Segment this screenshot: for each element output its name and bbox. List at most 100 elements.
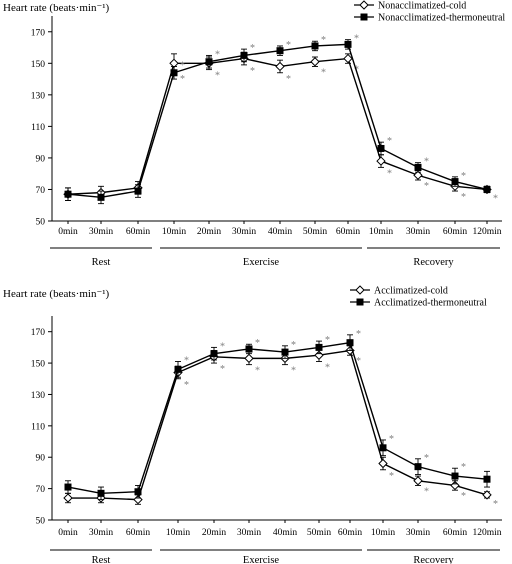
significance-marker: * — [424, 157, 429, 168]
significance-marker: * — [291, 340, 296, 351]
y-axis-title: Heart rate (beats·min⁻¹) — [3, 288, 110, 300]
data-point — [482, 490, 492, 500]
data-point — [275, 61, 285, 72]
significance-marker: * — [321, 67, 326, 78]
legend-marker — [356, 298, 364, 306]
significance-marker: * — [291, 366, 296, 377]
y-tick-label: 90 — [36, 454, 46, 464]
data-point — [413, 476, 423, 486]
x-tick-label: 60min — [443, 227, 468, 237]
data-point — [245, 345, 253, 353]
phase-label: Exercise — [243, 257, 279, 268]
legend-label: Nonacclimatized-cold — [378, 1, 466, 12]
legend-label: Acclimatized-cold — [374, 286, 448, 297]
x-tick-label: 30min — [406, 528, 431, 538]
significance-marker: * — [424, 486, 429, 497]
x-tick-label: 20min — [197, 227, 222, 237]
x-tick-label: 60min — [126, 528, 151, 538]
x-tick-label: 30min — [89, 227, 114, 237]
y-tick-label: 110 — [31, 422, 45, 432]
significance-marker: * — [180, 60, 185, 71]
data-point — [64, 190, 72, 198]
y-tick-label: 150 — [31, 60, 46, 70]
phase-label: Exercise — [243, 555, 279, 564]
data-point — [97, 489, 105, 497]
chart-panel-1: Heart rate (beats·min⁻¹) 50 70 90 110 130 150 1… — [3, 0, 505, 268]
data-point — [379, 444, 387, 452]
data-point — [97, 193, 105, 201]
data-point — [170, 69, 178, 77]
significance-marker: * — [215, 71, 220, 82]
x-tick-label: 10min — [369, 227, 394, 237]
significance-marker: * — [493, 194, 498, 205]
data-point — [134, 187, 142, 195]
phase-label: Recovery — [413, 257, 454, 268]
legend-entry: Acclimatized-thermoneutral — [350, 298, 487, 309]
y-tick-label: 130 — [31, 391, 46, 401]
significance-marker: * — [389, 471, 394, 482]
x-tick-label: 60min — [443, 528, 468, 538]
phase-label: Rest — [92, 555, 111, 564]
data-point — [344, 40, 352, 48]
data-point — [64, 483, 72, 491]
data-point — [63, 493, 73, 503]
data-point — [244, 353, 254, 364]
significance-marker: * — [184, 380, 189, 391]
y-tick-label: 70 — [36, 485, 46, 495]
significance-marker: * — [220, 341, 225, 352]
data-point — [413, 170, 423, 180]
significance-marker: * — [424, 181, 429, 192]
series-thermoneutral: * * * * * * * * * — [64, 34, 491, 205]
data-point — [414, 163, 422, 171]
data-point — [414, 463, 422, 471]
legend-marker — [360, 13, 368, 21]
significance-marker: * — [356, 329, 361, 340]
data-point — [343, 53, 353, 64]
significance-marker: * — [354, 34, 359, 45]
series-cold: * * * * * * * * * * — [63, 345, 498, 510]
data-point — [451, 178, 459, 186]
phase-label: Rest — [92, 257, 111, 268]
significance-marker: * — [387, 168, 392, 179]
significance-marker: * — [286, 74, 291, 85]
y-tick-label: 170 — [31, 328, 46, 338]
data-point — [378, 458, 388, 469]
significance-marker: * — [387, 136, 392, 147]
x-tick-label: 30min — [406, 227, 431, 237]
significance-marker: * — [180, 74, 185, 85]
x-tick-label: 30min — [232, 227, 257, 237]
significance-marker: * — [424, 453, 429, 464]
x-tick-label: 30min — [89, 528, 114, 538]
legend-entry: Nonacclimatized-cold — [354, 0, 466, 12]
data-point — [210, 350, 218, 358]
significance-marker: * — [325, 335, 330, 346]
data-point — [346, 339, 354, 347]
data-point — [315, 343, 323, 351]
significance-marker: * — [356, 356, 361, 367]
legend-marker — [359, 0, 369, 10]
x-tick-label: 0min — [58, 528, 78, 538]
significance-marker: * — [461, 171, 466, 182]
series-line — [68, 349, 488, 501]
significance-marker: * — [255, 366, 260, 377]
y-axis-title: Heart rate (beats·min⁻¹) — [3, 2, 110, 14]
significance-marker: * — [321, 35, 326, 46]
significance-marker: * — [184, 356, 189, 367]
significance-marker: * — [250, 66, 255, 77]
phase-label: Recovery — [413, 555, 454, 564]
x-tick-label: 20min — [202, 528, 227, 538]
significance-marker: * — [493, 499, 498, 510]
legend-entry: Nonacclimatized-thermoneutral — [354, 13, 505, 24]
x-tick-label: 10min — [371, 528, 396, 538]
significance-marker: * — [461, 491, 466, 502]
x-tick-label: 120min — [472, 528, 501, 538]
x-tick-label: 40min — [268, 227, 293, 237]
chart-panel-2: Heart rate (beats·min⁻¹) 50 70 90 110 130 150 1… — [3, 285, 502, 564]
x-tick-label: 60min — [338, 528, 363, 538]
y-tick-label: 170 — [31, 28, 46, 38]
x-tick-label: 10min — [162, 227, 187, 237]
significance-marker: * — [389, 434, 394, 445]
data-point — [134, 488, 142, 496]
data-point — [483, 475, 491, 483]
data-point — [376, 156, 386, 166]
